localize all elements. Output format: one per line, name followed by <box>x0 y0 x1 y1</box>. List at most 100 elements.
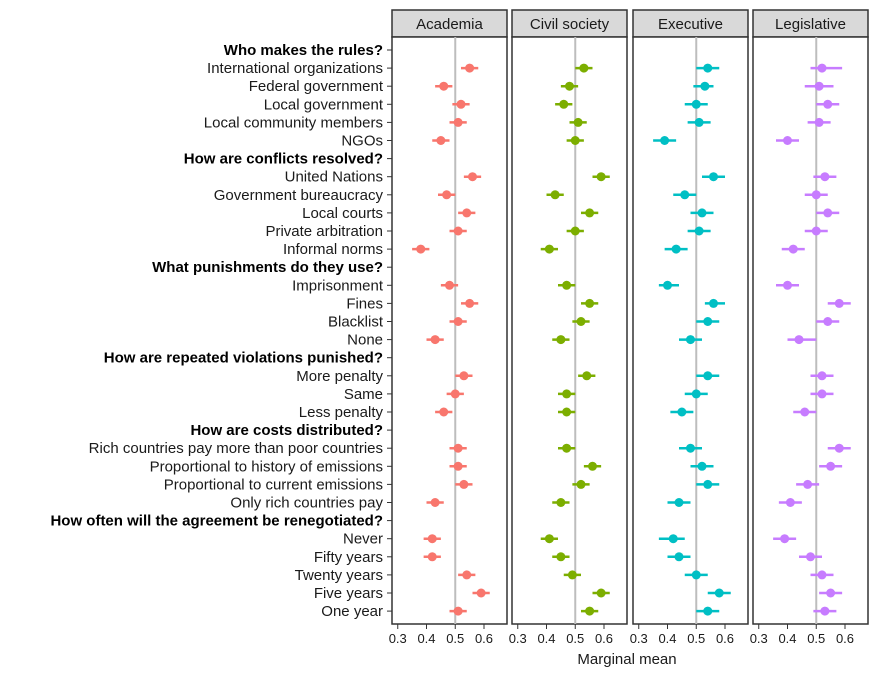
row-label: Less penalty <box>299 404 384 421</box>
data-point <box>453 317 463 326</box>
row-label: None <box>347 332 383 349</box>
data-point <box>800 407 810 417</box>
data-point <box>445 280 454 290</box>
facet-panels: Academia 0.3 0.4 0.5 0.6 Civil society 0.3 0.4 0… <box>387 9 869 646</box>
data-point <box>427 552 437 562</box>
data-point <box>567 570 577 580</box>
row-labels: Who makes the rules?International organi… <box>50 42 383 620</box>
data-point <box>570 136 580 145</box>
x-tick-label: 0.4 <box>778 631 796 646</box>
data-point <box>694 117 704 127</box>
row-label: Twenty years <box>295 567 383 584</box>
data-point <box>588 461 597 471</box>
data-point <box>556 498 566 507</box>
row-label: Government bureaucracy <box>214 187 384 204</box>
row-label: Proportional to current emissions <box>164 476 383 493</box>
x-axis-title: Marginal mean <box>577 651 676 668</box>
data-point <box>450 389 460 399</box>
data-point <box>544 534 554 544</box>
data-point <box>565 81 574 91</box>
row-label: Rich countries pay more than poor countr… <box>89 440 383 457</box>
x-tick-label: 0.5 <box>687 631 705 646</box>
facet-strip <box>511 9 628 38</box>
panel-frame <box>511 36 628 625</box>
data-point <box>585 298 595 308</box>
row-label: Informal norms <box>283 241 383 258</box>
data-point <box>788 244 798 254</box>
data-point <box>823 208 833 218</box>
section-header-label: Who makes the rules? <box>224 42 383 59</box>
row-label: NGOs <box>341 133 383 150</box>
data-point <box>691 99 701 109</box>
data-point <box>453 606 463 616</box>
facet-title: Civil society <box>530 16 610 33</box>
data-point <box>576 479 586 489</box>
data-point <box>674 498 684 507</box>
x-tick-label: 0.3 <box>389 631 407 646</box>
row-label: Same <box>344 386 383 403</box>
data-point <box>462 208 472 218</box>
data-point <box>465 63 475 73</box>
data-point <box>803 479 813 489</box>
data-point <box>817 371 827 381</box>
data-point <box>834 298 844 308</box>
data-point <box>442 190 452 200</box>
data-point <box>703 371 713 381</box>
data-point <box>585 208 595 218</box>
panel-frame <box>632 36 749 625</box>
data-point <box>453 443 463 453</box>
facet-panel-academia: Academia 0.3 0.4 0.5 0.6 <box>387 9 508 646</box>
data-point <box>826 461 836 471</box>
data-point <box>663 280 672 290</box>
data-point <box>465 298 475 308</box>
data-point <box>562 407 572 417</box>
data-point <box>570 226 580 236</box>
x-tick-label: 0.6 <box>475 631 493 646</box>
data-point <box>459 479 469 489</box>
section-header-label: What punishments do they use? <box>152 259 383 276</box>
data-point <box>550 190 560 200</box>
data-point <box>817 570 827 580</box>
data-point <box>427 534 437 544</box>
data-point <box>806 552 815 562</box>
data-point <box>456 99 466 109</box>
x-tick-label: 0.4 <box>658 631 676 646</box>
x-tick-label: 0.6 <box>595 631 613 646</box>
data-point <box>562 389 572 399</box>
data-point <box>596 588 606 598</box>
row-label: Fines <box>346 295 383 312</box>
data-point <box>562 280 572 290</box>
row-label: Federal government <box>249 78 384 95</box>
data-point <box>556 335 566 345</box>
panel-frame <box>752 36 869 625</box>
x-tick-label: 0.5 <box>566 631 584 646</box>
data-point <box>820 172 830 182</box>
x-tick-label: 0.3 <box>750 631 768 646</box>
data-point <box>596 172 606 182</box>
data-point <box>453 117 463 127</box>
row-label: Private arbitration <box>265 223 383 240</box>
data-point <box>668 534 678 544</box>
row-label: Proportional to history of emissions <box>150 458 383 475</box>
data-point <box>703 63 713 73</box>
data-point <box>811 226 821 236</box>
row-label: Never <box>343 531 383 548</box>
data-point <box>582 371 592 381</box>
facet-panel-executive: Executive 0.3 0.4 0.5 0.6 <box>630 9 749 646</box>
section-header-label: How often will the agreement be renegoti… <box>50 513 383 530</box>
data-point <box>697 461 707 471</box>
x-tick-label: 0.5 <box>807 631 825 646</box>
facet-title: Legislative <box>775 16 846 33</box>
x-tick-label: 0.4 <box>417 631 435 646</box>
data-point <box>430 498 440 507</box>
data-point <box>453 226 463 236</box>
section-header-label: How are conflicts resolved? <box>184 151 383 168</box>
facet-strip <box>391 9 508 38</box>
data-point <box>686 443 695 453</box>
data-point <box>674 552 684 562</box>
data-point <box>817 389 827 399</box>
row-label: Local government <box>264 96 384 113</box>
data-point <box>703 606 713 616</box>
data-point <box>453 461 463 471</box>
